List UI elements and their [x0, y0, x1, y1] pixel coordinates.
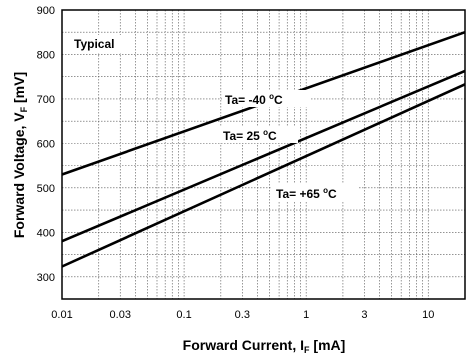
y-axis-title-main: Forward Voltage, V: [11, 112, 27, 238]
y-tick-label: 900: [37, 5, 55, 17]
x-tick-label: 1: [303, 309, 309, 321]
y-tick-label: 300: [37, 272, 55, 284]
x-axis-title: Forward Current, IF [mA]: [183, 337, 346, 355]
series-label-25-prefix: Ta= 25: [223, 129, 263, 143]
series-label-minus40-unit: C: [274, 93, 283, 107]
x-tick-label: 0.01: [51, 309, 72, 321]
tick-labels: 0.01 0.03 0.1 0.3 1 3 10 300 400 500 600 700 800 900: [37, 5, 435, 321]
series-label-25-unit: C: [268, 129, 277, 143]
series-label-25: Ta= 25 oC: [223, 128, 277, 143]
x-tick-label: 3: [361, 309, 367, 321]
series-line-1: [61, 69, 466, 243]
y-tick-label: 500: [37, 183, 55, 195]
x-axis-title-main: Forward Current, I: [183, 337, 304, 353]
series-label-background: [222, 90, 310, 107]
series-line-2: [61, 83, 466, 268]
series-label-plus65: Ta= +65 oC: [276, 186, 337, 201]
plot-frame: [61, 9, 466, 300]
series-label-background: [220, 126, 298, 143]
y-tick-label: 600: [37, 138, 55, 150]
x-tick-label: 10: [422, 309, 434, 321]
x-tick-label: 0.03: [110, 309, 131, 321]
y-tick-label: 700: [37, 94, 55, 106]
series-label-plus65-unit: C: [328, 187, 337, 201]
x-tick-label: 0.3: [235, 309, 250, 321]
x-tick-label: 0.1: [176, 309, 191, 321]
series-label-plus65-prefix: Ta= +65: [276, 187, 323, 201]
degree-symbol: o: [323, 186, 328, 195]
x-axis-title-unit: [mA]: [310, 337, 346, 353]
y-axis-title-unit: [mV]: [11, 72, 27, 107]
degree-symbol: o: [263, 128, 268, 137]
series-label-background: [272, 184, 358, 201]
annotation-background: [70, 35, 126, 53]
series-layer: [61, 30, 466, 268]
series-label-minus40-prefix: Ta= -40: [225, 93, 269, 107]
y-axis-title: Forward Voltage, VF [mV]: [11, 72, 29, 238]
y-tick-label: 400: [37, 227, 55, 239]
degree-symbol: o: [269, 92, 274, 101]
typical-annotation: Typical: [74, 37, 114, 51]
y-axis-title-subscript: F: [19, 106, 29, 112]
x-axis-title-subscript: F: [304, 345, 310, 355]
series-label-minus40: Ta= -40 oC: [225, 92, 283, 107]
y-tick-label: 800: [37, 49, 55, 61]
